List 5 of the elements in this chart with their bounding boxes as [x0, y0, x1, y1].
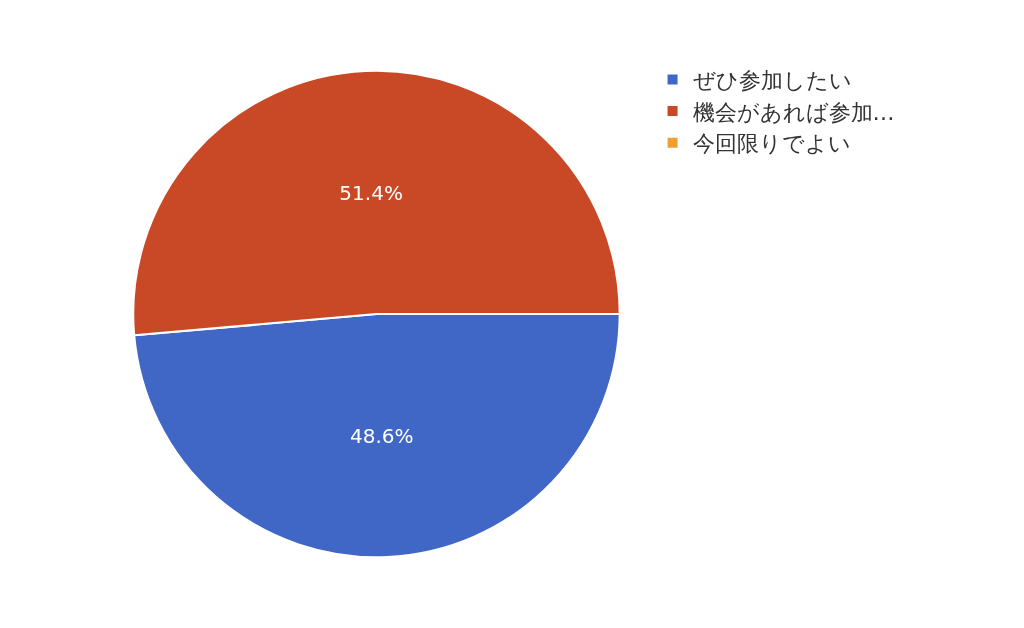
- data-label: 51.4%: [339, 180, 403, 205]
- legend-label: 今回限りでよい: [692, 131, 851, 157]
- data-label: 48.6%: [350, 423, 414, 448]
- legend-label: 機会があれば参加…: [692, 99, 895, 125]
- legend-label: ぜひ参加したい: [692, 68, 852, 94]
